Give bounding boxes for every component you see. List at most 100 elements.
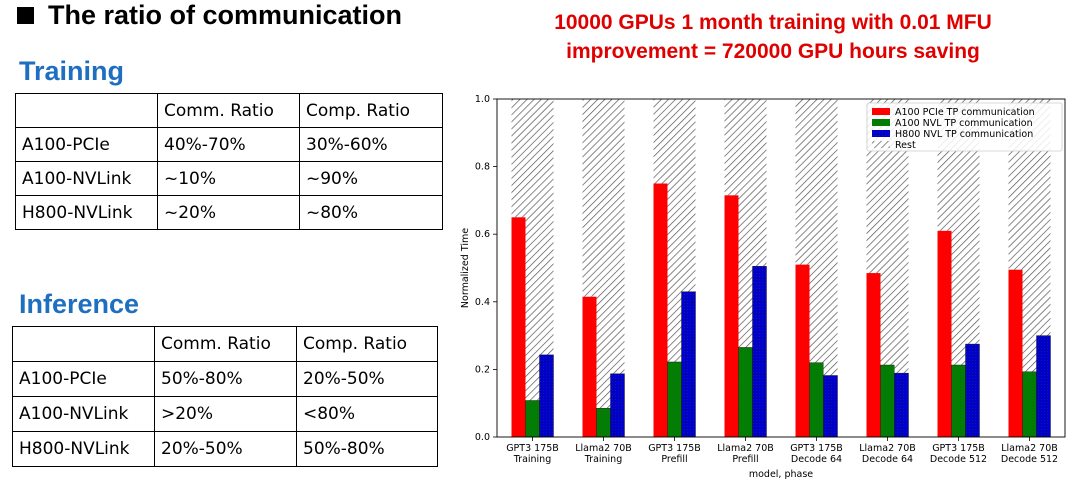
bar-a100-pcie-tp-communication <box>866 273 881 437</box>
table-row: A100-PCIe 50%-80% 20%-50% <box>12 361 438 397</box>
rest-bar <box>823 99 838 376</box>
legend-swatch <box>872 119 890 126</box>
x-tick-label: Prefill <box>732 454 758 465</box>
table-cell: <80% <box>296 396 438 432</box>
plot-frame <box>496 98 1066 438</box>
bar-a100-pcie-tp-communication <box>724 195 739 437</box>
table-row: A100-NVLink >20% <80% <box>12 396 438 432</box>
bar-a100-nvl-tp-communication <box>738 347 753 438</box>
rest-bar <box>681 99 696 292</box>
table-header-cell: Comm. Ratio <box>154 326 297 362</box>
table-header-cell: Comp. Ratio <box>299 93 443 128</box>
table-cell: 50%-80% <box>154 361 297 397</box>
bar-a100-pcie-tp-communication <box>511 217 526 437</box>
rest-bar <box>539 99 554 355</box>
x-tick-label: Decode 64 <box>862 454 913 465</box>
rest-bar <box>795 99 810 265</box>
rest-bar <box>951 99 966 366</box>
table-cell: 20%-50% <box>154 431 297 467</box>
bar-h800-nvl-tp-communication <box>1036 335 1051 438</box>
legend-swatch <box>872 130 890 137</box>
bar-h800-nvl-tp-communication <box>539 354 554 438</box>
legend-label: H800 NVL TP communication <box>895 129 1033 140</box>
table-cell: ~20% <box>157 195 300 230</box>
x-tick-label: GPT3 175B <box>932 443 985 454</box>
x-tick-label: Training <box>513 454 552 465</box>
bar-a100-nvl-tp-communication <box>596 408 611 438</box>
table-header-row: Comm. Ratio Comp. Ratio <box>15 93 443 128</box>
rest-bar <box>1022 99 1037 372</box>
legend-swatch <box>872 108 890 115</box>
headline-line-1: 10000 GPUs 1 month training with 0.01 MF… <box>554 11 992 34</box>
x-tick-label: Llama2 70B <box>1001 443 1058 454</box>
table-cell: 30%-60% <box>299 127 443 162</box>
table-row: H800-NVLink ~20% ~80% <box>15 195 443 230</box>
table-cell: H800-NVLink <box>12 431 155 467</box>
bar-a100-nvl-tp-communication <box>667 361 682 438</box>
table-header-cell <box>15 93 158 128</box>
x-tick-label: Llama2 70B <box>859 443 916 454</box>
table-cell: >20% <box>154 396 297 432</box>
table-cell: ~80% <box>299 195 443 230</box>
training-title: Training <box>19 56 125 86</box>
legend-label: Rest <box>895 140 916 151</box>
bar-a100-nvl-tp-communication <box>1022 371 1037 438</box>
x-tick-label: Training <box>584 454 623 465</box>
bar-a100-pcie-tp-communication <box>795 264 810 437</box>
bar-a100-nvl-tp-communication <box>880 364 895 438</box>
y-tick-label: 0.0 <box>475 432 490 443</box>
legend-box <box>866 102 1063 152</box>
table-cell: A100-NVLink <box>15 161 158 196</box>
table-cell: ~90% <box>299 161 443 196</box>
table-cell: A100-NVLink <box>12 396 155 432</box>
rest-bar <box>511 99 526 218</box>
slide-title: The ratio of communication <box>17 0 402 31</box>
table-header-cell: Comp. Ratio <box>296 326 438 362</box>
inference-title: Inference <box>19 289 140 319</box>
table-row: A100-PCIe 40%-70% 30%-60% <box>15 127 443 162</box>
x-tick-label: GPT3 175B <box>648 443 701 454</box>
inference-table: Comm. Ratio Comp. Ratio A100-PCIe 50%-80… <box>12 326 438 467</box>
rest-bar <box>610 99 625 374</box>
x-tick-label: Decode 512 <box>930 454 987 465</box>
y-tick-label: 0.4 <box>475 297 490 308</box>
rest-bar <box>880 99 895 366</box>
headline: 10000 GPUs 1 month training with 0.01 MF… <box>468 8 1078 66</box>
y-tick-label: 1.0 <box>475 94 490 105</box>
rest-bar <box>667 99 682 362</box>
y-axis-label: Normalized Time <box>460 228 471 308</box>
legend-label: A100 PCIe TP communication <box>895 107 1035 118</box>
bar-a100-nvl-tp-communication <box>951 364 966 438</box>
table-cell: A100-PCIe <box>12 361 155 397</box>
x-tick-label: Decode 64 <box>791 454 842 465</box>
bar-h800-nvl-tp-communication <box>752 266 767 438</box>
table-cell: 40%-70% <box>157 127 300 162</box>
table-header-row: Comm. Ratio Comp. Ratio <box>12 326 438 362</box>
rest-bar <box>965 99 980 345</box>
x-tick-label: GPT3 175B <box>506 443 559 454</box>
headline-line-2: improvement = 720000 GPU hours saving <box>566 40 980 63</box>
table-cell: H800-NVLink <box>15 195 158 230</box>
training-table: Comm. Ratio Comp. Ratio A100-PCIe 40%-70… <box>15 93 443 230</box>
bar-h800-nvl-tp-communication <box>894 372 909 438</box>
bar-h800-nvl-tp-communication <box>965 343 980 438</box>
bar-h800-nvl-tp-communication <box>610 373 625 438</box>
table-row: H800-NVLink 20%-50% 50%-80% <box>12 431 438 467</box>
table-cell: 20%-50% <box>296 361 438 397</box>
rest-bar <box>894 99 909 374</box>
table-cell: 50%-80% <box>296 431 438 467</box>
rest-bar <box>596 99 611 409</box>
rest-bar <box>582 99 597 297</box>
bar-a100-pcie-tp-communication <box>1008 269 1023 437</box>
bar-h800-nvl-tp-communication <box>681 291 696 438</box>
legend-label: A100 NVL TP communication <box>895 118 1033 129</box>
rest-bar <box>724 99 739 196</box>
legend-swatch <box>872 141 890 148</box>
bar-a100-nvl-tp-communication <box>809 362 824 438</box>
x-axis-label: model, phase <box>749 469 813 480</box>
y-tick-label: 0.6 <box>475 229 490 240</box>
x-tick-label: Prefill <box>661 454 687 465</box>
slide-title-text: The ratio of communication <box>48 0 403 30</box>
bar-h800-nvl-tp-communication <box>823 375 838 438</box>
